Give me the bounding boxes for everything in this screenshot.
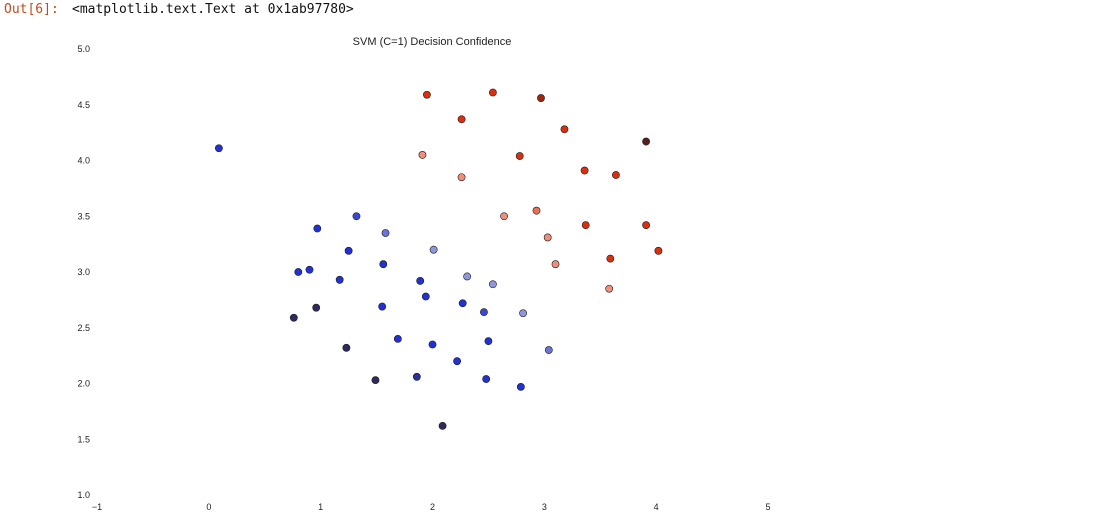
x-tick-label: 0 bbox=[206, 502, 211, 512]
scatter-point bbox=[500, 212, 508, 221]
scatter-point bbox=[543, 233, 552, 242]
x-tick-label: 2 bbox=[430, 502, 435, 512]
scatter-point bbox=[516, 382, 525, 391]
scatter-point bbox=[606, 254, 615, 263]
scatter-point bbox=[342, 343, 351, 352]
y-tick-label: 4.0 bbox=[77, 156, 90, 166]
scatter-point bbox=[463, 272, 472, 281]
scatter-point bbox=[412, 372, 421, 381]
x-tick-label: 4 bbox=[654, 502, 659, 512]
output-text: <matplotlib.text.Text at 0x1ab97780> bbox=[72, 2, 354, 17]
scatter-point bbox=[352, 212, 361, 221]
scatter-point bbox=[381, 229, 390, 237]
scatter-point bbox=[480, 308, 488, 317]
scatter-point bbox=[294, 268, 303, 276]
scatter-point bbox=[458, 299, 467, 308]
chart-title: SVM (C=1) Decision Confidence bbox=[353, 36, 512, 48]
y-tick-label: 2.0 bbox=[77, 379, 90, 389]
scatter-point bbox=[379, 260, 388, 269]
scatter-point bbox=[642, 221, 651, 230]
scatter-point bbox=[484, 337, 493, 346]
scatter-point bbox=[537, 94, 545, 102]
scatter-point bbox=[551, 260, 560, 269]
scatter-point bbox=[453, 357, 462, 366]
scatter-point bbox=[344, 246, 353, 255]
x-tick-label: 5 bbox=[765, 502, 770, 512]
scatter-point bbox=[519, 309, 527, 318]
scatter-point bbox=[214, 144, 223, 153]
scatter-point bbox=[642, 137, 651, 146]
scatter-point bbox=[378, 302, 387, 311]
y-tick-label: 3.5 bbox=[77, 211, 90, 221]
scatter-point bbox=[393, 334, 402, 343]
scatter-point bbox=[418, 151, 427, 159]
x-tick-label: 1 bbox=[318, 502, 323, 512]
scatter-point bbox=[544, 346, 553, 354]
scatter-point bbox=[532, 206, 541, 215]
y-tick-label: 1.5 bbox=[77, 434, 90, 444]
scatter-point bbox=[423, 90, 431, 99]
output-prompt: Out[6]: bbox=[4, 2, 59, 17]
y-tick-label: 2.5 bbox=[77, 323, 90, 333]
scatter-point bbox=[581, 221, 590, 230]
y-tick-label: 1.0 bbox=[77, 490, 90, 500]
x-tick-label: 3 bbox=[542, 502, 547, 512]
scatter-point bbox=[305, 265, 314, 274]
scatter-point bbox=[335, 275, 344, 284]
scatter-point bbox=[515, 152, 524, 160]
scatter-point bbox=[488, 280, 497, 289]
scatter-point bbox=[612, 171, 620, 179]
scatter-point bbox=[654, 246, 663, 255]
data-points bbox=[214, 88, 663, 430]
scatter-point bbox=[313, 224, 322, 233]
scatter-point bbox=[438, 421, 447, 430]
scatter-point bbox=[482, 375, 491, 383]
scatter-point bbox=[421, 292, 430, 301]
scatter-point bbox=[580, 166, 589, 175]
scatter-point bbox=[457, 115, 466, 124]
scatter-point bbox=[289, 313, 298, 322]
x-axis-ticks: −1 0 1 2 3 4 5 bbox=[92, 502, 771, 512]
scatter-point bbox=[605, 284, 614, 293]
scatter-point bbox=[488, 88, 497, 97]
scatter-point bbox=[416, 277, 425, 285]
scatter-point bbox=[312, 303, 321, 312]
y-tick-label: 5.0 bbox=[77, 44, 90, 54]
scatter-point bbox=[428, 340, 437, 349]
x-tick-label: −1 bbox=[92, 502, 102, 512]
scatter-point bbox=[457, 173, 466, 182]
y-tick-label: 4.5 bbox=[77, 100, 90, 110]
scatter-point bbox=[560, 125, 569, 134]
scatter-point bbox=[429, 245, 438, 254]
y-tick-label: 3.0 bbox=[77, 267, 90, 277]
y-axis-ticks: 1.0 1.5 2.0 2.5 3.0 3.5 4.0 4.5 5.0 bbox=[77, 44, 90, 500]
scatter-point bbox=[371, 376, 380, 385]
